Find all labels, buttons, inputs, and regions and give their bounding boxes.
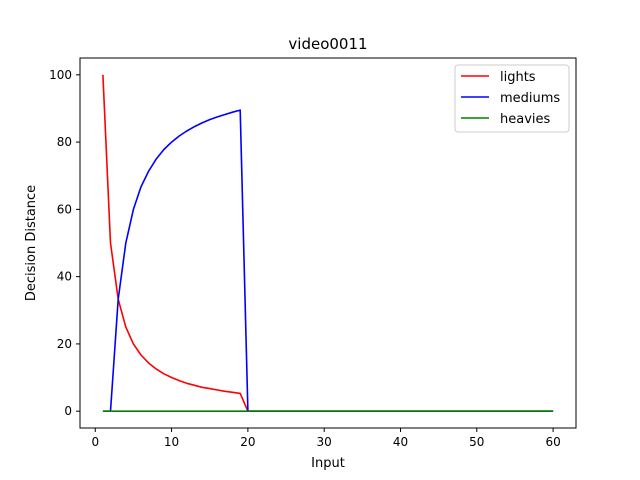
x-tick-label: 50 [469, 435, 484, 449]
y-axis-label: Decision Distance [24, 185, 39, 301]
x-tick-label: 60 [545, 435, 560, 449]
series-line-lights [102, 74, 554, 413]
x-tick-label: 0 [91, 435, 99, 449]
y-tick-label: 60 [57, 202, 72, 216]
x-tick-label: 30 [317, 435, 332, 449]
y-tick-label: 0 [64, 404, 72, 418]
legend: lights mediums heavies [454, 64, 570, 133]
legend-box [454, 64, 570, 133]
x-axis: 0 10 20 30 40 50 60 [91, 428, 561, 449]
x-tick-label: 40 [393, 435, 408, 449]
y-tick-label: 80 [57, 135, 72, 149]
y-tick-label: 40 [57, 270, 72, 284]
x-tick-label: 10 [164, 435, 179, 449]
legend-label-lights: lights [500, 70, 536, 85]
y-axis: 0 20 40 60 80 100 [49, 68, 80, 418]
y-tick-label: 100 [49, 68, 72, 82]
y-tick-label: 20 [57, 337, 72, 351]
plot-lines [102, 74, 554, 413]
plot-frame [79, 57, 577, 429]
legend-label-heavies: heavies [500, 112, 551, 127]
chart-title: video0011 [288, 35, 367, 53]
x-tick-label: 20 [240, 435, 255, 449]
series-line-mediums [102, 109, 554, 413]
x-axis-label: Input [311, 456, 345, 471]
legend-label-mediums: mediums [500, 91, 560, 106]
